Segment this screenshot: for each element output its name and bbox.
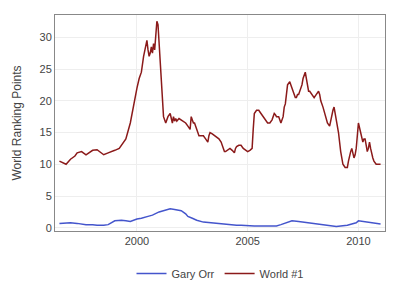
svg-text:2010: 2010 (346, 235, 370, 247)
svg-text:5: 5 (46, 190, 52, 202)
svg-text:10: 10 (40, 158, 52, 170)
svg-text:25: 25 (40, 63, 52, 75)
svg-text:World #1: World #1 (260, 268, 304, 280)
svg-text:15: 15 (40, 126, 52, 138)
svg-text:2000: 2000 (125, 235, 149, 247)
svg-text:0: 0 (46, 222, 52, 234)
svg-text:World Ranking Points: World Ranking Points (10, 65, 24, 180)
svg-text:Gary Orr: Gary Orr (172, 268, 215, 280)
svg-text:20: 20 (40, 95, 52, 107)
svg-text:2005: 2005 (235, 235, 259, 247)
svg-text:30: 30 (40, 31, 52, 43)
